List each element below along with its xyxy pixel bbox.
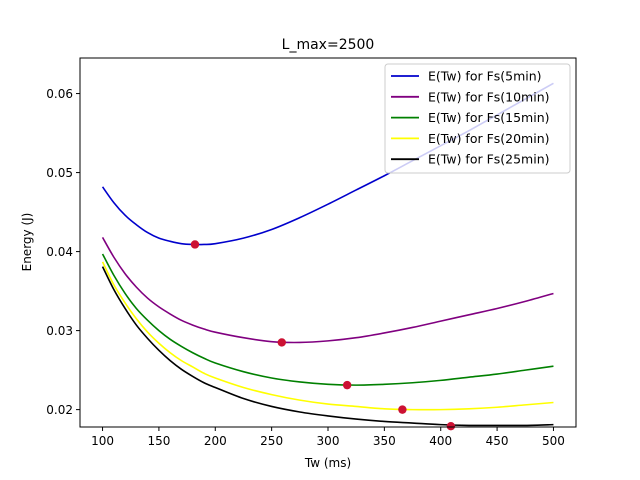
series-line-3 xyxy=(101,253,554,386)
series-line-4 xyxy=(101,261,554,411)
y-tick-label: 0.03 xyxy=(46,324,73,338)
minimum-point-5 xyxy=(446,422,456,431)
minimum-point-3 xyxy=(342,380,352,390)
minimum-point-2 xyxy=(277,338,286,347)
x-tick-label: 150 xyxy=(147,434,170,448)
x-tick-label: 200 xyxy=(204,434,227,448)
legend: E(Tw) for Fs(5min) E(Tw) for Fs(10min) E(T… xyxy=(384,63,571,174)
x-axis: 100 150 200 250 300 350 400 450 500 xyxy=(91,427,565,448)
legend-label-2: E(Tw) for Fs(10min) xyxy=(428,89,550,104)
legend-label-5: E(Tw) for Fs(25min) xyxy=(428,152,550,167)
x-tick-label: 400 xyxy=(429,434,452,448)
minimum-point-4 xyxy=(398,405,407,414)
x-tick-label: 300 xyxy=(317,434,340,448)
legend-box xyxy=(384,63,571,174)
legend-label-4: E(Tw) for Fs(20min) xyxy=(428,131,550,146)
minimum-point-1 xyxy=(190,240,200,249)
series-line-2 xyxy=(101,236,554,344)
x-tick-label: 450 xyxy=(486,434,509,448)
legend-label-1: E(Tw) for Fs(5min) xyxy=(428,69,542,84)
legend-label-3: E(Tw) for Fs(15min) xyxy=(428,110,550,125)
x-tick-label: 350 xyxy=(373,434,396,448)
x-tick-label: 500 xyxy=(542,434,565,448)
y-axis: 0.02 0.03 0.04 0.05 0.06 xyxy=(46,87,80,417)
y-tick-label: 0.05 xyxy=(46,166,73,180)
x-tick-label: 100 xyxy=(91,434,114,448)
y-tick-label: 0.02 xyxy=(46,403,73,417)
minima-layer xyxy=(190,240,456,431)
x-tick-label: 250 xyxy=(260,434,283,448)
y-tick-label: 0.06 xyxy=(46,87,73,101)
x-axis-label: Tw (ms) xyxy=(304,456,351,470)
chart-title: L_max=2500 xyxy=(282,37,375,53)
y-tick-label: 0.04 xyxy=(46,245,73,259)
y-axis-label: Energy (J) xyxy=(20,213,34,272)
